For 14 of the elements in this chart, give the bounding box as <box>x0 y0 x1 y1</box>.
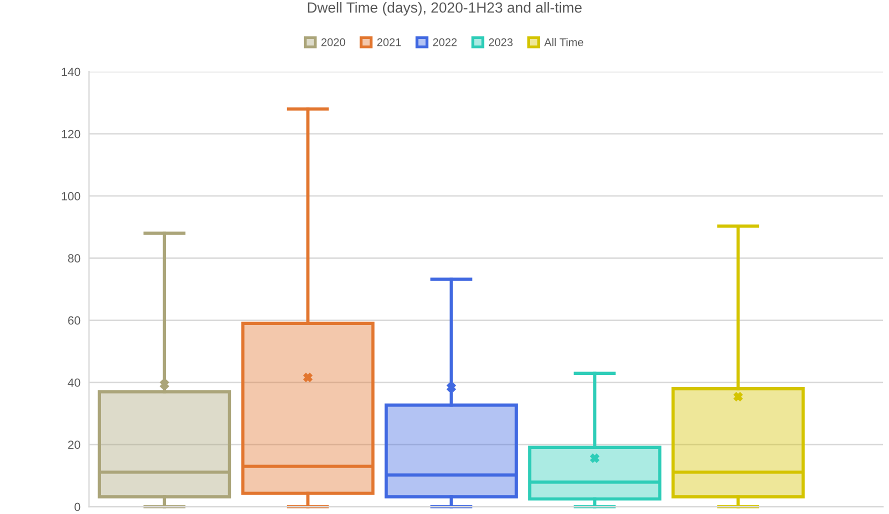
y-tick-label: 80 <box>68 254 80 263</box>
legend-label: All Time <box>544 38 584 46</box>
legend-label: 2023 <box>488 38 513 46</box>
chart-title: Dwell Time (days), 2020-1H23 and all-time <box>308 2 582 16</box>
legend-label: 2022 <box>433 38 457 46</box>
y-tick-label: 140 <box>62 68 80 76</box>
y-tick-label: 20 <box>68 440 80 449</box>
y-tick-label: 40 <box>68 378 80 387</box>
y-tick-label: 60 <box>68 316 80 325</box>
y-tick-label: 120 <box>62 130 80 138</box>
legend-label: 2021 <box>377 38 401 46</box>
y-tick-label: 0 <box>74 502 80 512</box>
legend-label: 2020 <box>321 38 346 46</box>
y-tick-label: 100 <box>62 192 80 200</box>
